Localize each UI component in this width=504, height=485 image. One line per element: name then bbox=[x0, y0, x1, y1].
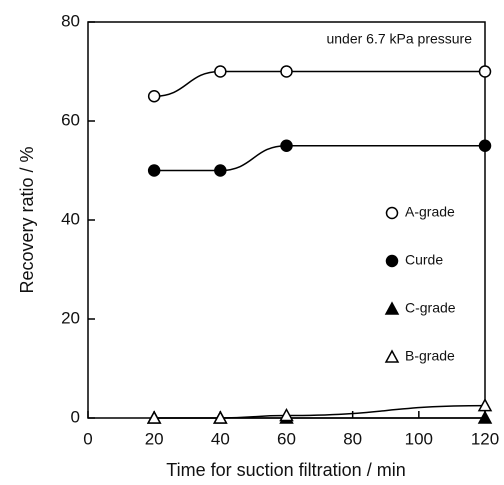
series-line bbox=[154, 70, 485, 97]
marker bbox=[147, 164, 161, 177]
marker bbox=[146, 410, 162, 424]
y-axis-title: Recovery ratio / % bbox=[17, 146, 37, 293]
x-axis-title: Time for suction filtration / min bbox=[166, 460, 405, 480]
x-tick-label: 60 bbox=[277, 429, 296, 448]
annotation: under 6.7 kPa pressure bbox=[326, 31, 472, 47]
x-tick-label: 40 bbox=[211, 429, 230, 448]
marker bbox=[280, 65, 293, 78]
marker bbox=[478, 65, 492, 78]
x-tick-label: 80 bbox=[343, 429, 362, 448]
marker bbox=[477, 410, 493, 424]
legend-label: C-grade bbox=[405, 300, 456, 316]
marker bbox=[478, 139, 492, 152]
marker bbox=[214, 164, 227, 177]
series-line bbox=[154, 404, 486, 419]
y-tick-label: 60 bbox=[61, 110, 80, 129]
marker bbox=[147, 90, 161, 103]
legend-label: A-grade bbox=[405, 204, 455, 220]
legend-marker bbox=[385, 206, 399, 220]
x-tick-label: 20 bbox=[145, 429, 164, 448]
legend-marker bbox=[384, 349, 400, 363]
legend-marker bbox=[384, 301, 400, 315]
x-tick-label: 100 bbox=[405, 429, 433, 448]
y-tick-label: 20 bbox=[61, 308, 80, 327]
legend-marker bbox=[385, 254, 399, 268]
marker bbox=[213, 410, 228, 424]
marker bbox=[214, 65, 227, 78]
marker bbox=[477, 398, 493, 412]
y-tick-label: 0 bbox=[71, 407, 80, 426]
series-line bbox=[154, 145, 485, 172]
marker bbox=[280, 139, 293, 152]
legend-label: B-grade bbox=[405, 348, 455, 364]
y-tick-label: 40 bbox=[61, 209, 80, 228]
x-tick-label: 120 bbox=[471, 429, 499, 448]
legend-label: Curde bbox=[405, 252, 443, 268]
x-tick-label: 0 bbox=[83, 429, 92, 448]
y-tick-label: 80 bbox=[61, 11, 80, 30]
marker bbox=[279, 407, 294, 422]
